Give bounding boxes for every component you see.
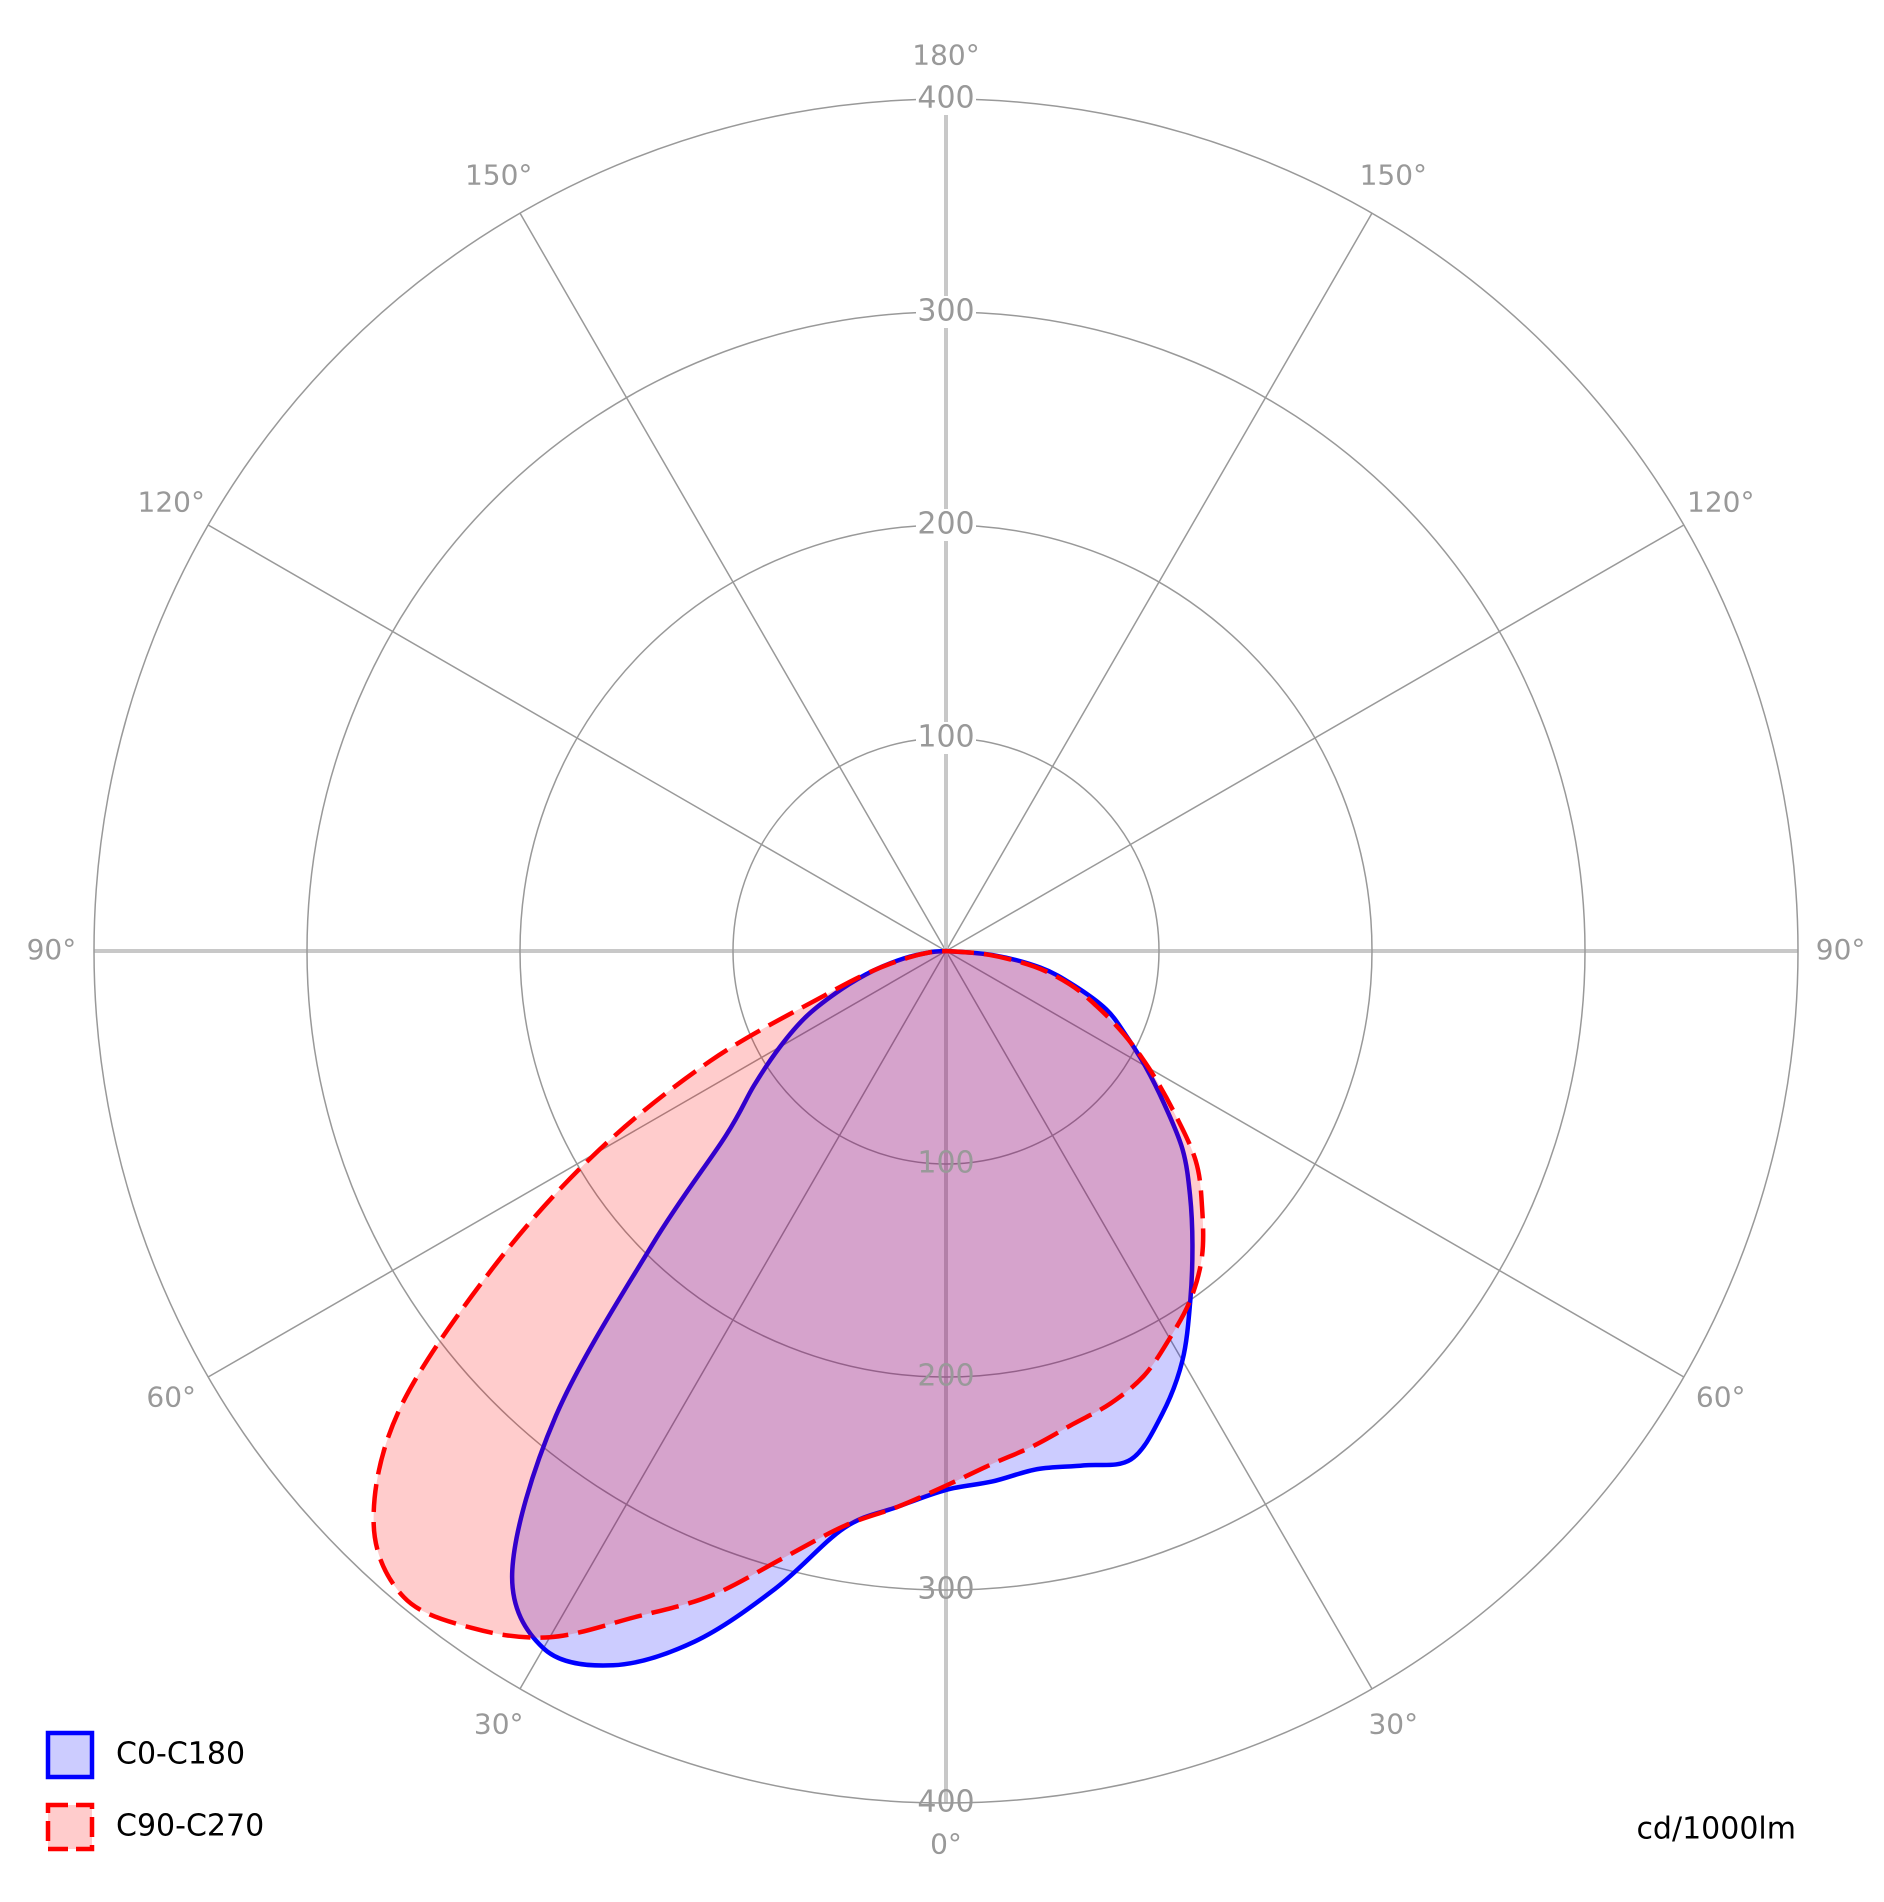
angle-label: 0°: [930, 1828, 962, 1861]
legend-label: C0-C180: [116, 1737, 245, 1772]
r-tick-label: 400: [917, 81, 974, 116]
tick-label-bg: [916, 83, 976, 115]
angle-label: 180°: [912, 38, 979, 71]
tick-label-bg: [916, 722, 976, 754]
unit-label: cd/1000lm: [1636, 1812, 1796, 1847]
series-area: [509, 948, 1195, 1668]
grid: [93, 98, 1799, 1804]
angle-label: 30°: [474, 1708, 524, 1741]
angle-label: 90°: [27, 933, 77, 966]
r-tick-label: 400: [917, 1785, 974, 1820]
legend-swatch: [45, 1802, 95, 1852]
angle-label: 30°: [1368, 1708, 1418, 1741]
r-tick-label: 200: [917, 507, 974, 542]
angle-label: 60°: [146, 1380, 196, 1413]
tick-label-bg: [916, 509, 976, 541]
angle-label: 150°: [1360, 158, 1427, 191]
series-area: [371, 948, 1206, 1640]
r-tick-label: 300: [917, 294, 974, 329]
tick-label-bg: [916, 296, 976, 328]
angle-label: 120°: [1687, 486, 1754, 519]
legend-swatch: [45, 1730, 95, 1780]
angle-label: 90°: [1816, 933, 1866, 966]
r-tick-label: 300: [917, 1572, 974, 1607]
legend-label: C90-C270: [116, 1809, 264, 1844]
angle-label: 60°: [1696, 1380, 1746, 1413]
r-tick-label: 100: [917, 1146, 974, 1181]
angle-label: 120°: [138, 486, 205, 519]
r-tick-label: 200: [917, 1359, 974, 1394]
r-tick-label: 100: [917, 720, 974, 755]
angle-label: 150°: [465, 158, 532, 191]
